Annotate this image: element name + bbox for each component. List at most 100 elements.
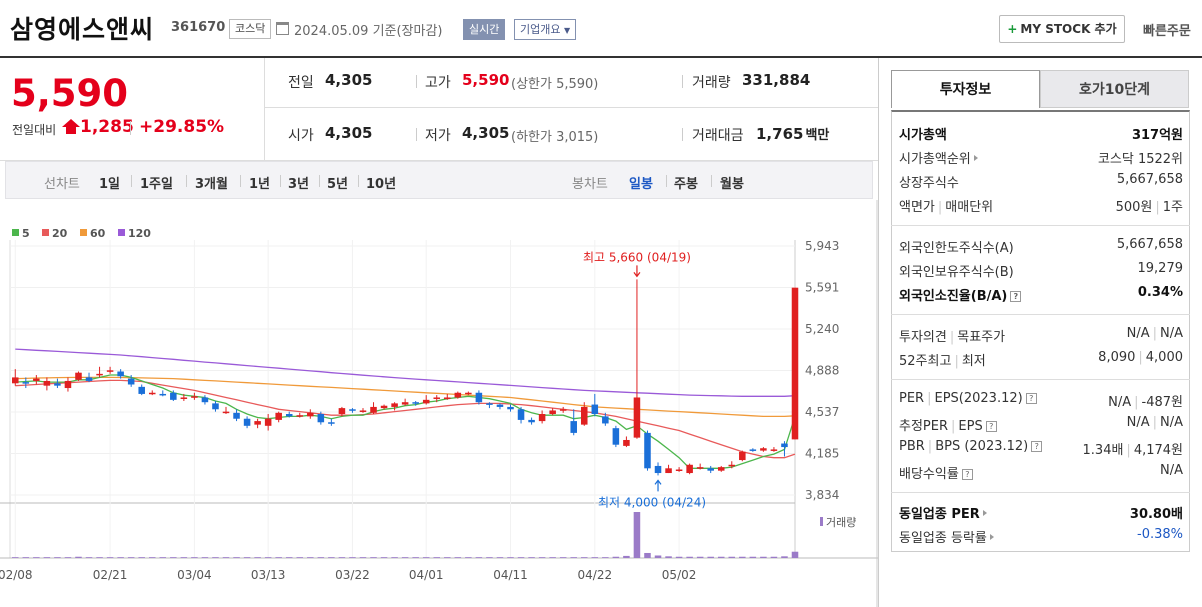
tab-investment-info[interactable]: 투자정보 (891, 70, 1040, 108)
candle-body (170, 392, 177, 400)
amount-unit: 백만 (805, 128, 830, 143)
period-1y[interactable]: 1년 (249, 177, 271, 192)
volume-bar (728, 556, 736, 558)
volume-bar (454, 557, 462, 558)
ma-line-ma5 (15, 374, 796, 469)
shares-value: 5,667,658 (1116, 172, 1183, 187)
help-icon[interactable]: ? (1010, 291, 1022, 302)
volume-bar (75, 556, 82, 558)
pipe-separator: | (1138, 350, 1143, 365)
candle-body (433, 397, 441, 399)
x-tick-label: 03/04 (177, 568, 212, 582)
period-10y[interactable]: 10년 (366, 177, 397, 192)
candle-body (686, 464, 693, 474)
candle-body (717, 467, 725, 471)
volume-bar (338, 557, 346, 558)
period-5y[interactable]: 5년 (327, 177, 349, 192)
market-badge: 코스닥 (229, 19, 272, 39)
par-value: 500원 (1115, 200, 1153, 215)
candle-body (54, 383, 61, 386)
volume-bar (96, 557, 103, 558)
period-1w[interactable]: 1주일 (140, 177, 173, 192)
candle-body (296, 415, 304, 417)
est-per-value: N/A (1126, 415, 1150, 430)
candle-body (254, 421, 261, 425)
sector-per-label[interactable]: 동일업종 PER (899, 503, 987, 522)
volume-bar (117, 557, 124, 558)
dividend-value: N/A (1160, 463, 1183, 478)
eps-value: -487원 (1141, 395, 1183, 410)
candle-body (675, 469, 683, 471)
tab-orderbook[interactable]: 호가10단계 (1040, 70, 1189, 108)
volume-bar (317, 557, 325, 558)
help-icon[interactable]: ? (961, 469, 973, 480)
up-arrow-icon-body (66, 127, 76, 134)
low-label: 저가 (425, 128, 451, 144)
volume-bar (412, 557, 419, 558)
candle-body (96, 373, 103, 376)
candle-daily[interactable]: 일봉 (629, 177, 653, 192)
separator (280, 175, 281, 187)
realtime-button[interactable]: 실시간 (463, 19, 506, 40)
candle-body (665, 468, 672, 474)
separator (240, 175, 241, 187)
volume-bar (180, 557, 188, 558)
volume-bar (791, 551, 799, 558)
candle-weekly[interactable]: 주봉 (674, 177, 698, 192)
volume-bar (444, 557, 451, 558)
high-arrow-icon (633, 265, 641, 278)
amount-value: 1,765 백만 (756, 124, 829, 143)
x-tick-label: 04/01 (409, 568, 444, 582)
candle-body (127, 378, 135, 385)
high-annotation: 최고 5,660 (04/19) (583, 250, 691, 264)
cap-rank-text: 시가총액순위 (899, 152, 971, 167)
volume-bar (401, 557, 409, 558)
sector-change-value: -0.38% (1137, 527, 1183, 542)
help-icon[interactable]: ? (1031, 441, 1043, 452)
foreign-ratio-text: 외국인소진율(B/A) (899, 289, 1008, 304)
pbr-value: 1.34배 (1082, 443, 1124, 458)
company-name: 삼영에스앤씨 (10, 15, 155, 44)
quick-order-link[interactable]: 빠른주문 (1143, 24, 1191, 39)
separator (131, 175, 132, 187)
company-info-dropdown[interactable]: 기업개요 ▼ (514, 19, 577, 40)
price-chart[interactable]: 5 20 60 120 거래량 5,943 5,591 5,240 4,888 4,537 4,… (0, 200, 878, 607)
foreign-limit-label: 외국인한도주식수(A) (899, 241, 1014, 256)
candle-body (570, 421, 577, 433)
volume-bar (12, 557, 19, 558)
y-tick-label: 5,591 (805, 281, 839, 295)
volume-bar (591, 557, 599, 558)
mystock-add-button[interactable]: + MY STOCK 추가 (999, 15, 1125, 43)
y-tick-label: 4,537 (805, 405, 839, 419)
candle-monthly[interactable]: 월봉 (720, 177, 744, 192)
dividend-label: 배당수익률? (899, 463, 973, 482)
candle-body (338, 408, 346, 415)
separator (682, 128, 683, 141)
y-tick-label: 3,834 (805, 488, 839, 502)
candle-body (391, 403, 398, 407)
period-3m[interactable]: 3개월 (195, 177, 228, 192)
separator (682, 75, 683, 88)
volume-bar (717, 556, 725, 558)
company-info-label: 기업개요 (520, 23, 561, 36)
volume-bar (212, 557, 219, 558)
divider (891, 314, 1190, 315)
pipe-separator: | (937, 200, 943, 215)
sector-change-label[interactable]: 동일업종 등락률 (899, 527, 994, 546)
help-icon[interactable]: ? (985, 421, 997, 432)
week52-value: 8,090 | 4,000 (1098, 350, 1183, 365)
period-3y[interactable]: 3년 (288, 177, 310, 192)
candle-body (444, 397, 451, 399)
pbr-bps-value: 1.34배 | 4,174원 (1083, 439, 1183, 458)
x-tick-label: 04/11 (493, 568, 528, 582)
help-icon[interactable]: ? (1025, 393, 1037, 404)
period-1d[interactable]: 1일 (99, 177, 121, 192)
sector-per-value: 30.80배 (1129, 507, 1183, 522)
cap-rank-label[interactable]: 시가총액순위 (899, 148, 978, 167)
line-chart-label: 선차트 (44, 177, 80, 192)
volume-bar (422, 557, 430, 558)
volume-bar (538, 557, 546, 558)
candle-body (264, 418, 272, 426)
volume-bar (275, 557, 282, 558)
volume-bar (517, 557, 525, 558)
